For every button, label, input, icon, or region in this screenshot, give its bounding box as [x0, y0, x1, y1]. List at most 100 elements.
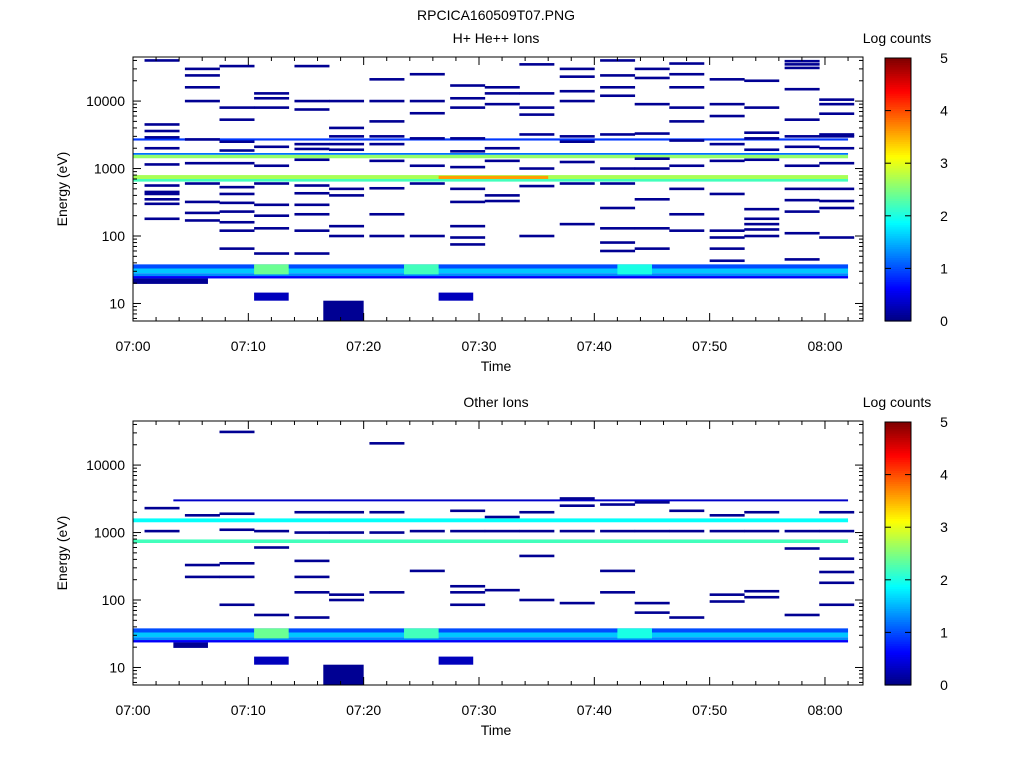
- heatmap-cell: [369, 78, 405, 81]
- colorbar-segment: [885, 220, 911, 223]
- colorbar-segment: [885, 584, 911, 587]
- colorbar-segment: [885, 266, 911, 269]
- heatmap-cell: [329, 510, 365, 514]
- colorbar-segment: [885, 564, 911, 568]
- colorbar-segment: [885, 64, 911, 68]
- colorbar-segment: [885, 101, 911, 105]
- heatmap-cell: [519, 63, 555, 66]
- colorbar-segment: [885, 507, 911, 511]
- colorbar-segment: [885, 121, 911, 125]
- colorbar-segment: [885, 257, 911, 261]
- heatmap-cell: [669, 62, 705, 65]
- heatmap-cell: [709, 593, 745, 596]
- heatmap-cell: [184, 219, 220, 222]
- colorbar-segment: [885, 566, 911, 570]
- colorbar-segment: [885, 73, 911, 77]
- heatmap-band: [133, 268, 849, 274]
- heatmap-cell: [409, 164, 445, 168]
- colorbar-segment: [885, 119, 911, 123]
- heatmap-cell: [519, 92, 555, 95]
- y-tick-label: 1000: [94, 161, 125, 177]
- colorbar-tick-label: 1: [940, 624, 948, 640]
- colorbar-segment: [885, 264, 911, 267]
- heatmap-band: [133, 518, 849, 523]
- colorbar-segment: [885, 535, 911, 539]
- heatmap-cell: [784, 135, 820, 138]
- colorbar-segment: [885, 193, 911, 197]
- x-tick-label: 07:40: [577, 702, 612, 718]
- colorbar-segment: [885, 274, 911, 278]
- heatmap-cell: [184, 563, 220, 567]
- figure-title: RPCICA160509T07.PNG: [417, 7, 575, 23]
- heatmap-cell: [600, 182, 636, 185]
- heatmap-cell: [600, 241, 636, 244]
- heatmap-cell: [634, 601, 670, 605]
- colorbar-segment: [885, 279, 911, 283]
- heatmap-cell: [144, 163, 180, 166]
- colorbar-segment: [885, 478, 911, 482]
- colorbar-segment: [885, 62, 911, 66]
- heatmap-cell: [634, 167, 670, 170]
- colorbar-segment: [885, 123, 911, 127]
- heatmap-band: [404, 264, 439, 275]
- colorbar-segment: [885, 641, 911, 644]
- heatmap-cell: [634, 198, 670, 201]
- heatmap-band: [438, 175, 549, 179]
- heatmap-cell: [600, 133, 636, 136]
- heatmap-cell: [559, 140, 595, 143]
- colorbar-segment: [885, 654, 911, 658]
- colorbar-segment: [885, 198, 911, 202]
- colorbar-segment: [885, 209, 911, 213]
- heatmap-cell: [819, 206, 855, 210]
- heatmap-cell: [484, 159, 520, 163]
- heatmap-cell: [369, 591, 405, 594]
- colorbar-segment: [885, 454, 911, 458]
- heatmap-cell: [519, 184, 555, 188]
- heatmap-cell: [294, 142, 330, 146]
- colorbar-segment: [885, 77, 911, 81]
- colorbar-segment: [885, 79, 911, 83]
- heatmap-cell: [744, 158, 780, 162]
- heatmap-cell: [294, 212, 330, 216]
- colorbar-segment: [885, 645, 911, 649]
- heatmap-cell: [184, 211, 220, 215]
- heatmap-cell: [369, 510, 405, 514]
- colorbar-tick-label: 0: [940, 313, 948, 329]
- colorbar-segment: [885, 665, 911, 669]
- heatmap-band: [133, 278, 208, 284]
- colorbar-segment: [885, 290, 911, 294]
- colorbar-segment: [885, 292, 911, 296]
- colorbar-frame: [884, 421, 912, 686]
- heatmap-cell: [144, 202, 180, 206]
- colorbar-segment: [885, 579, 911, 583]
- heatmap-band: [254, 656, 289, 665]
- colorbar-segment: [885, 204, 911, 208]
- colorbar-segment: [885, 58, 911, 61]
- heatmap-cell: [600, 86, 636, 89]
- colorbar-segment: [885, 150, 911, 153]
- colorbar-segment: [885, 540, 911, 544]
- colorbar-segment: [885, 533, 911, 537]
- colorbar-segment: [885, 261, 911, 265]
- heatmap-cell: [519, 133, 555, 136]
- colorbar-segment: [885, 182, 911, 186]
- heatmap-cell: [294, 252, 330, 255]
- colorbar-segment: [885, 132, 911, 136]
- heatmap-cell: [450, 106, 486, 109]
- x-tick-label: 07:00: [115, 702, 150, 718]
- colorbar-segment: [885, 134, 911, 138]
- heatmap-cell: [369, 531, 405, 534]
- heatmap-cell: [744, 234, 780, 238]
- colorbar-segment: [885, 509, 911, 513]
- colorbar-segment: [885, 158, 911, 162]
- colorbar-segment: [885, 470, 911, 474]
- colorbar-segment: [885, 299, 911, 302]
- heatmap-cell: [819, 529, 855, 533]
- colorbar-segment: [885, 141, 911, 145]
- heatmap-cell: [669, 86, 705, 89]
- heatmap-cell: [559, 160, 595, 164]
- x-tick-label: 07:50: [692, 702, 727, 718]
- colorbar-segment: [885, 669, 911, 673]
- heatmap-cell: [369, 442, 405, 445]
- heatmap-cell: [144, 123, 180, 126]
